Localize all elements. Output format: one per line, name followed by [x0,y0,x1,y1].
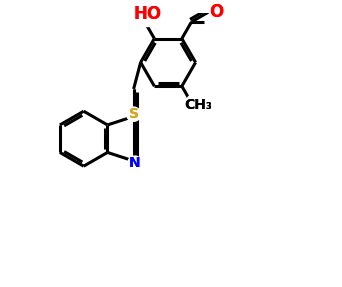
Text: HO: HO [134,5,162,23]
Circle shape [209,5,224,19]
Text: CH₃: CH₃ [184,98,212,112]
Text: S: S [129,107,139,121]
Text: CH₃: CH₃ [184,98,212,112]
Text: O: O [209,3,224,21]
Circle shape [128,156,142,170]
Text: O: O [209,3,224,21]
Circle shape [127,107,141,121]
Circle shape [136,2,160,26]
Text: N: N [129,156,141,170]
Text: S: S [129,107,139,121]
Text: HO: HO [134,5,162,23]
Circle shape [186,92,210,117]
Text: N: N [129,156,141,170]
